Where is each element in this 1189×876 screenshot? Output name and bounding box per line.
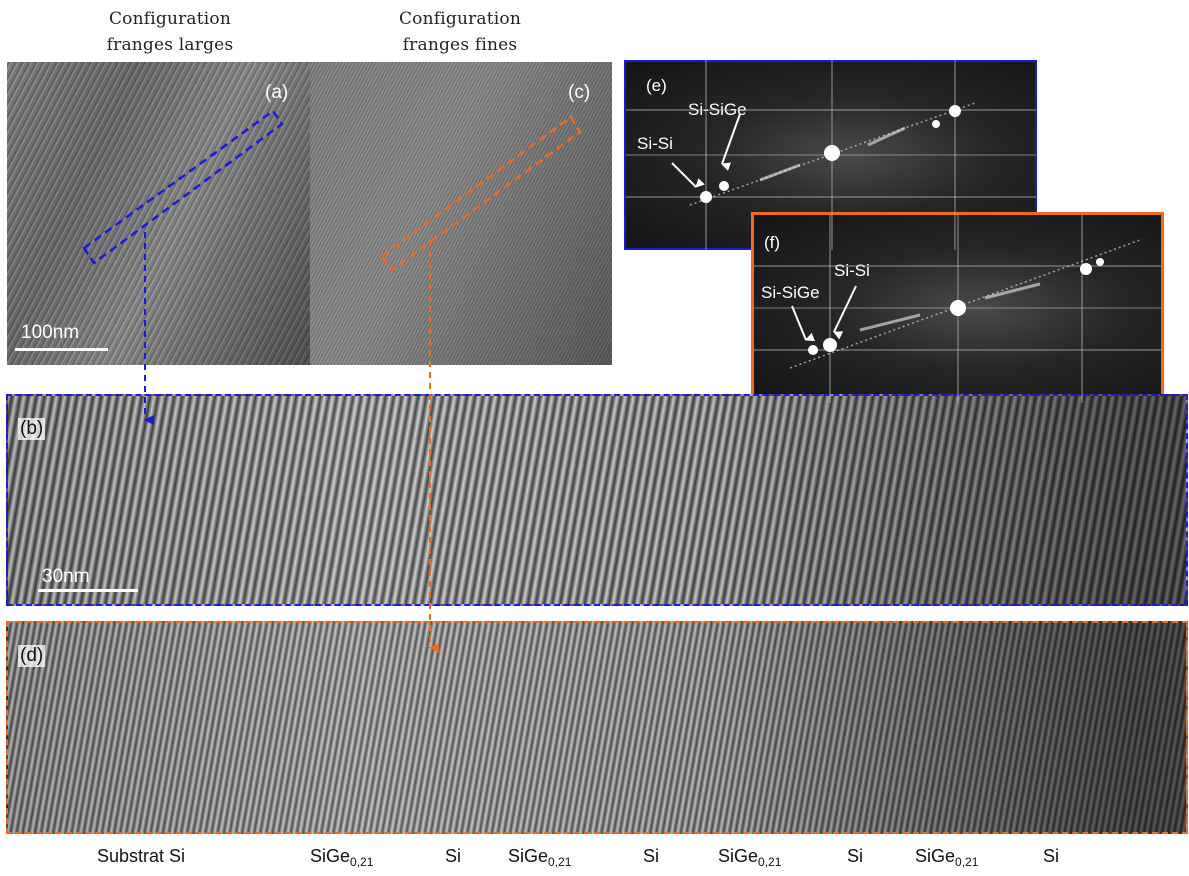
layer-label: Substrat Si xyxy=(97,846,186,866)
layer-label: Si xyxy=(445,846,462,866)
fft-image-f: (f) Si-Si Si-SiGe xyxy=(751,212,1164,406)
fft-f-label-si-si: Si-Si xyxy=(834,261,870,280)
title-large-fringes: Configuration franges larges xyxy=(106,9,234,55)
layer-label: SiGe0,21 xyxy=(508,846,572,869)
tem-image-a: (a) 100nm xyxy=(7,62,310,365)
layer-label: SiGe0,21 xyxy=(310,846,374,869)
layer-label: SiGe0,21 xyxy=(718,846,782,869)
fft-f-label-si-sige: Si-SiGe xyxy=(761,283,820,302)
layer-label: Si xyxy=(847,846,864,866)
scale-bar-top xyxy=(15,348,108,351)
layer-label: Si xyxy=(643,846,660,866)
panel-label-d: (d) xyxy=(18,645,46,667)
scale-bar-label-top: 100nm xyxy=(21,322,80,343)
panel-label-a: (a) xyxy=(265,82,289,103)
scale-bar-label-bottom: 30nm xyxy=(42,566,90,587)
fft-e-label-si-sige: Si-SiGe xyxy=(688,100,747,119)
panel-label-f: (f) xyxy=(764,233,781,252)
panel-label-b: (b) xyxy=(18,418,46,440)
fft-e-label-si-si: Si-Si xyxy=(637,134,673,153)
hrtem-strip-d: (d) xyxy=(6,621,1188,834)
title-fine-fringes: Configuration franges fines xyxy=(398,9,522,55)
panel-label-e: (e) xyxy=(646,76,667,95)
panel-label-c: (c) xyxy=(568,82,591,103)
layer-label: SiGe0,21 xyxy=(915,846,979,869)
hrtem-strip-b: (b) 30nm xyxy=(6,394,1188,606)
scale-bar-bottom xyxy=(38,589,138,592)
tem-image-c: (c) xyxy=(310,62,612,365)
layer-label: Si xyxy=(1043,846,1060,866)
